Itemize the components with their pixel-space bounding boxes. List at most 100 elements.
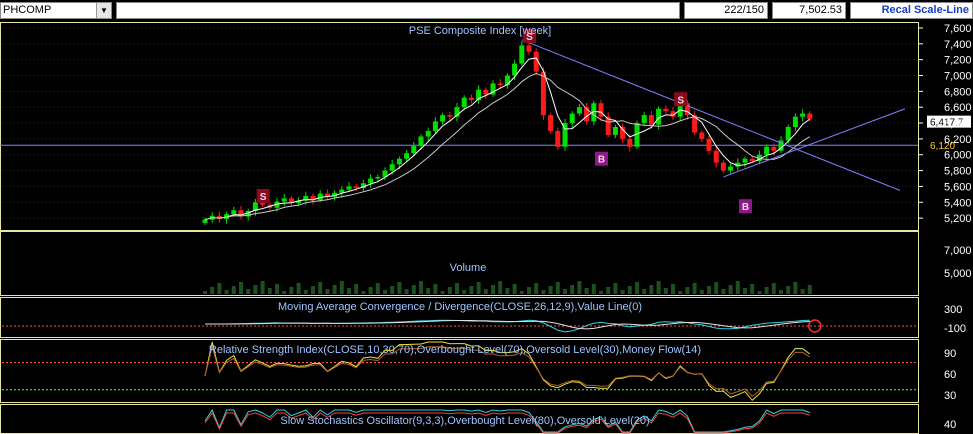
volume-bar	[433, 284, 438, 294]
candle	[749, 158, 755, 162]
candle	[288, 198, 294, 204]
chevron-down-icon[interactable]: ▼	[96, 3, 111, 18]
volume-bar	[368, 287, 373, 294]
volume-bar	[570, 285, 575, 294]
y-tick-label: 7,600	[944, 23, 972, 35]
candle	[627, 138, 633, 147]
volume-bar	[692, 283, 697, 294]
candle	[346, 186, 352, 190]
volume-bar	[743, 288, 747, 294]
signal-label: B	[598, 155, 605, 166]
volume-bar	[203, 291, 207, 294]
volume-bar	[332, 285, 337, 294]
volume-bar	[656, 281, 661, 294]
panel-borders	[0, 22, 919, 434]
downtrend-line	[521, 39, 901, 191]
volume-bar	[318, 282, 323, 294]
candle	[216, 215, 222, 219]
volume-bar	[347, 288, 351, 294]
signal-marker-sell	[523, 28, 536, 43]
candle	[224, 214, 230, 219]
volume-bar	[289, 287, 294, 294]
volume-bar	[231, 286, 236, 294]
panel-tick-label: 40	[944, 419, 956, 431]
y-tick-label: 5,400	[944, 197, 972, 209]
candle	[555, 130, 561, 147]
macd-signal-line	[205, 320, 810, 330]
candle	[792, 116, 798, 127]
symbol-value: PHCOMP	[3, 4, 52, 16]
volume-bar	[707, 286, 711, 294]
signal-label: S	[677, 95, 684, 106]
volume-bar	[563, 289, 567, 294]
candle	[468, 97, 474, 101]
candle	[519, 45, 525, 64]
stochastic-panel	[204, 408, 810, 434]
candle	[238, 210, 244, 217]
candle	[656, 108, 662, 125]
candle	[540, 71, 546, 116]
volume-bar	[591, 284, 596, 294]
candle	[418, 136, 424, 147]
candle	[742, 158, 748, 163]
volume-bar	[491, 285, 495, 294]
candle	[771, 146, 777, 151]
panel-tick-label: -100	[944, 323, 966, 335]
candle	[699, 132, 705, 139]
volume-bar	[455, 283, 459, 294]
candle	[598, 103, 604, 117]
panel-frame-1	[0, 231, 919, 296]
candle	[260, 202, 266, 205]
volume-bar	[440, 291, 445, 294]
volume-bar	[771, 283, 776, 294]
volume-bar	[462, 290, 467, 294]
volume-bar	[548, 286, 553, 294]
money-flow-line	[204, 344, 811, 397]
volume-bar	[260, 281, 265, 294]
stochastic-k-line	[204, 408, 810, 433]
volume-bar	[253, 285, 258, 294]
volume-bar	[555, 282, 560, 294]
candle	[692, 115, 698, 133]
volume-bar	[663, 288, 668, 294]
volume-bar	[282, 291, 287, 294]
volume-panel	[203, 281, 812, 294]
candle	[533, 51, 539, 72]
candle	[339, 189, 345, 193]
candle	[274, 201, 280, 208]
volume-bar	[649, 285, 654, 294]
volume-bar	[419, 281, 423, 294]
command-input[interactable]	[116, 2, 680, 19]
volume-bar	[354, 284, 359, 294]
candle	[360, 183, 366, 189]
volume-bar	[786, 286, 791, 294]
candle	[706, 138, 712, 151]
volume-bar	[375, 283, 380, 294]
volume-bar	[534, 283, 539, 294]
candle	[252, 202, 258, 211]
volume-bar	[210, 287, 215, 294]
candle	[404, 153, 410, 159]
ratio-readout: 222/150	[684, 2, 768, 19]
y-tick-label: 7,400	[944, 39, 972, 51]
moving-average-slow	[204, 72, 811, 221]
volume-title: Volume	[450, 262, 487, 274]
candle	[245, 210, 251, 217]
level-price-label: 6,120	[930, 141, 955, 152]
y-tick-label: 6,000	[944, 150, 972, 162]
candle	[382, 170, 388, 177]
current-price-tag	[927, 115, 971, 128]
volume-bar	[577, 281, 582, 294]
volume-bar	[721, 289, 726, 294]
volume-bar	[411, 285, 416, 294]
volume-bar	[339, 281, 344, 294]
candle	[764, 146, 770, 155]
signal-label: B	[742, 202, 749, 213]
volume-bar	[793, 282, 798, 294]
candle	[375, 176, 381, 179]
candle	[713, 150, 719, 163]
volume-bar	[728, 285, 733, 294]
panel-tick-label: 300	[944, 304, 962, 316]
symbol-select[interactable]: PHCOMP ▼	[0, 2, 112, 19]
recal-scale-line-button[interactable]: Recal Scale-Line	[850, 2, 973, 19]
